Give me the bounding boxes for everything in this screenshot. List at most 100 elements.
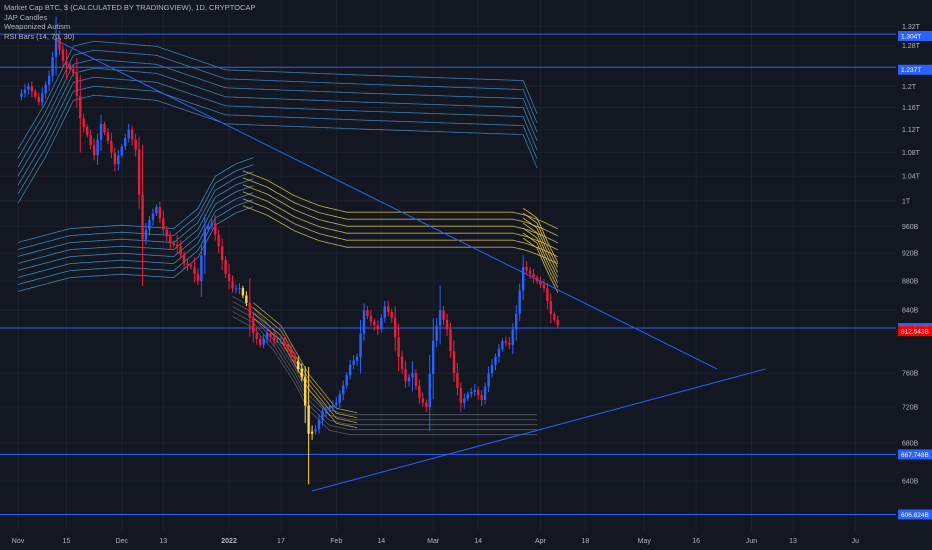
candle-body [137, 149, 141, 195]
candle-body [172, 242, 175, 245]
candle-body [466, 394, 469, 399]
candle-body [193, 266, 196, 274]
candle-body [72, 69, 75, 74]
candle-body [54, 38, 58, 58]
candle-body [293, 354, 296, 361]
candle-body [352, 360, 355, 365]
candle-body [86, 126, 89, 136]
candle-body [432, 340, 435, 374]
candle-body [553, 313, 556, 320]
candle-body [162, 218, 165, 230]
candle-body [155, 207, 158, 214]
time-axis-tick-label: Mar [427, 538, 440, 545]
candle-body [41, 93, 44, 103]
candle-body [321, 411, 324, 421]
candle-body [103, 124, 106, 133]
candle-body [61, 49, 65, 61]
candle-body [34, 91, 37, 97]
price-label-0[interactable]: 1.304T [898, 31, 932, 41]
price-label-3[interactable]: 812.543B [898, 326, 932, 337]
price-axis-tick-label: 1.32T [902, 24, 921, 31]
time-axis-tick-label: 17 [277, 538, 285, 545]
candle-body [200, 255, 203, 282]
candle-body [124, 138, 127, 147]
candle-body [335, 402, 338, 405]
time-axis-tick-label: 13 [159, 538, 167, 545]
ribbon-3-line-2 [522, 217, 559, 273]
price-axis[interactable]: 1.32T 1.28T 1.2T 1.16T 1.12T 1.08T 1.04T 1T 960B… [898, 24, 932, 520]
candle-body [220, 246, 224, 261]
price-axis-tick-label: 1.2T [902, 84, 917, 91]
candle-body [92, 145, 96, 156]
ribbon-0-line-3 [17, 67, 538, 177]
candle-body [404, 369, 407, 382]
candle-body [400, 356, 404, 370]
candle-body [511, 329, 514, 345]
trendline-1[interactable] [311, 368, 766, 492]
time-axis-tick-label: Jun [746, 538, 757, 545]
ribbon-2-line-1 [242, 177, 558, 237]
ribbon-3-line-6 [522, 237, 559, 293]
candle-body [546, 288, 549, 302]
ribbon-1-line-0 [17, 157, 254, 243]
candle-body [75, 73, 79, 96]
candle-body [369, 315, 373, 322]
legend-title[interactable]: Market Cap BTC, $ (CALCULATED BY TRADING… [4, 3, 256, 12]
price-label-box [898, 449, 932, 460]
price-label-text: 812.543B [901, 329, 929, 336]
candle-body [252, 317, 255, 334]
candle-body [300, 369, 303, 378]
candle-body [217, 234, 220, 247]
price-label-1[interactable]: 1.237T [898, 64, 932, 75]
ribbon-0-line-1 [17, 49, 538, 159]
price-label-text: 1.304T [901, 34, 921, 41]
price-axis-tick-label: 960B [902, 224, 919, 231]
candle-body [165, 229, 168, 237]
candle-body [290, 348, 293, 355]
time-axis[interactable]: Nov 15 Dec 13 2022 17 Feb 14 Mar 14 Apr 18 May 16 Jun 1… [12, 538, 859, 545]
candle-body [283, 340, 286, 345]
ribbon-4-line-4 [232, 316, 537, 436]
candle-body [435, 325, 438, 341]
trendline-0[interactable] [52, 37, 718, 370]
candle-body [210, 223, 213, 227]
ribbon-1-line-2 [17, 171, 254, 257]
legend-indicator-rsi-bars[interactable]: RSI Bars (14, 70, 30) [4, 31, 75, 41]
candle-body [328, 407, 331, 410]
price-label-4[interactable]: 667.748B [898, 449, 932, 460]
candle-body [127, 129, 130, 139]
candle-body [234, 288, 238, 290]
ribbon-0-line-2 [17, 58, 538, 168]
candle-body [414, 373, 418, 386]
time-axis-tick-label: Apr [535, 538, 547, 545]
candle-body [411, 373, 414, 378]
candle-body [528, 270, 532, 274]
candle-body [37, 96, 40, 103]
candle-body [303, 377, 307, 406]
ribbon-4-line-3 [232, 311, 537, 431]
price-label-5[interactable]: 606.824B [898, 509, 932, 520]
candle-body [525, 266, 528, 271]
ribbon-3-line-1 [522, 212, 559, 268]
price-axis-tick-label: 1.12T [902, 127, 921, 134]
candle-body [473, 389, 476, 392]
candle-body [82, 118, 85, 127]
candle-body [307, 405, 310, 434]
candle-body [425, 402, 428, 408]
candle-body [497, 348, 501, 357]
candle-body [376, 325, 380, 330]
ribbon-1-line-4 [17, 185, 254, 271]
candle-body [393, 317, 397, 338]
ribbon-2-line-4 [242, 198, 558, 258]
candle-body [241, 288, 245, 296]
candle-body [89, 135, 92, 146]
candle-body [317, 420, 321, 430]
legend-indicator-weaponized-autism[interactable]: Weaponized Autism [4, 22, 71, 32]
candle-body [476, 389, 480, 395]
legend-indicator-jap-candles[interactable]: JAP Candles [4, 12, 48, 22]
candle-body [203, 229, 207, 256]
price-axis-tick-label: 920B [902, 251, 919, 258]
moving-average-ribbons [17, 40, 559, 436]
